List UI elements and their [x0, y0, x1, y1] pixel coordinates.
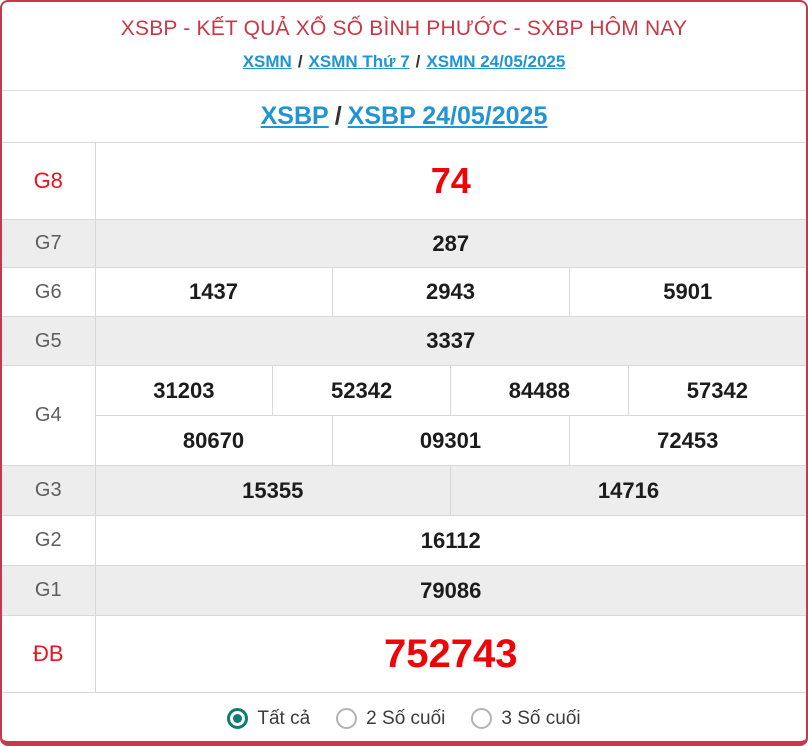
prize-label-g7: G7: [2, 219, 96, 268]
prize-value: 80670: [95, 415, 333, 466]
prize-label-g5: G5: [2, 316, 96, 366]
table-row-g6: G6 1437 2943 5901: [2, 267, 806, 317]
table-row-g1: G1 79086: [2, 565, 806, 616]
subtitle-separator: /: [334, 102, 342, 130]
radio-label: 2 Số cuối: [366, 707, 446, 729]
prize-value: 31203: [94, 365, 274, 416]
prize-value: 3337: [94, 316, 806, 366]
table-row-g3: G3 15355 14716: [2, 465, 806, 516]
filter-option-2-so-cuoi[interactable]: 2 Số cuối: [336, 708, 445, 730]
radio-label: 3 Số cuối: [501, 707, 581, 729]
prize-label-g1: G1: [2, 565, 96, 616]
prize-label-g4: G4: [2, 365, 96, 466]
table-row-g5: G5 3337: [2, 316, 806, 366]
prize-value: 752743: [94, 615, 806, 693]
header: XSBP - KẾT QUẢ XỔ SỐ BÌNH PHƯỚC - SXBP H…: [2, 2, 806, 90]
prize-label-g2: G2: [2, 515, 96, 566]
subtitle-link-xsbp[interactable]: XSBP: [260, 102, 329, 130]
table-row-g4-line1: G4 31203 52342 84488 57342: [2, 365, 806, 466]
prize-value: 72453: [568, 415, 806, 466]
table-row-g4-line2: 80670 09301 72453: [2, 415, 806, 466]
prize-value: 5901: [568, 267, 806, 317]
breadcrumb-link-xsmn-date[interactable]: XSMN 24/05/2025: [426, 52, 566, 71]
prize-value: 09301: [331, 415, 570, 466]
table-row-g7: G7 287: [2, 219, 806, 268]
radio-label: Tất cả: [257, 707, 311, 729]
prize-value: 74: [94, 142, 806, 220]
prize-label-db: ĐB: [2, 615, 96, 693]
prize-value: 57342: [627, 365, 806, 416]
breadcrumb-link-xsmn[interactable]: XSMN: [242, 52, 292, 71]
prize-value: 79086: [94, 565, 806, 616]
result-filter-group: Tất cả 2 Số cuối 3 Số cuối: [2, 693, 806, 741]
prize-label-g8: G8: [2, 142, 96, 220]
table-row-g2: G2 16112: [2, 515, 806, 566]
result-subtitle: XSBP / XSBP 24/05/2025: [2, 90, 806, 142]
results-table: G8 74 G7 287 G6 1437 2943 5901 G5 3337 G…: [2, 142, 806, 693]
breadcrumb-separator: /: [297, 52, 303, 71]
radio-unselected-icon: [471, 708, 493, 729]
prize-value: 52342: [272, 365, 451, 416]
page-title: XSBP - KẾT QUẢ XỔ SỐ BÌNH PHƯỚC - SXBP H…: [120, 17, 688, 40]
breadcrumb-separator: /: [415, 52, 421, 71]
prize-label-g6: G6: [2, 267, 96, 317]
filter-option-all[interactable]: Tất cả: [227, 708, 310, 730]
prize-value: 16112: [94, 515, 806, 566]
breadcrumb-link-xsmn-thu7[interactable]: XSMN Thứ 7: [308, 52, 410, 71]
prize-label-g3: G3: [2, 465, 96, 516]
radio-selected-icon: [227, 708, 249, 729]
filter-option-3-so-cuoi[interactable]: 3 Số cuối: [471, 707, 581, 730]
breadcrumb: XSMN / XSMN Thứ 7 / XSMN 24/05/2025: [2, 52, 806, 72]
prize-value: 84488: [450, 365, 629, 416]
table-row-g8: G8 74: [2, 142, 806, 220]
radio-unselected-icon: [336, 708, 358, 729]
prize-value: 2943: [331, 267, 570, 317]
prize-value: 15355: [94, 465, 451, 516]
prize-value: 287: [94, 219, 806, 268]
subtitle-link-xsbp-date[interactable]: XSBP 24/05/2025: [347, 102, 548, 130]
prize-value: 1437: [94, 267, 333, 317]
prize-value: 14716: [450, 465, 806, 516]
table-row-db: ĐB 752743: [2, 615, 806, 693]
